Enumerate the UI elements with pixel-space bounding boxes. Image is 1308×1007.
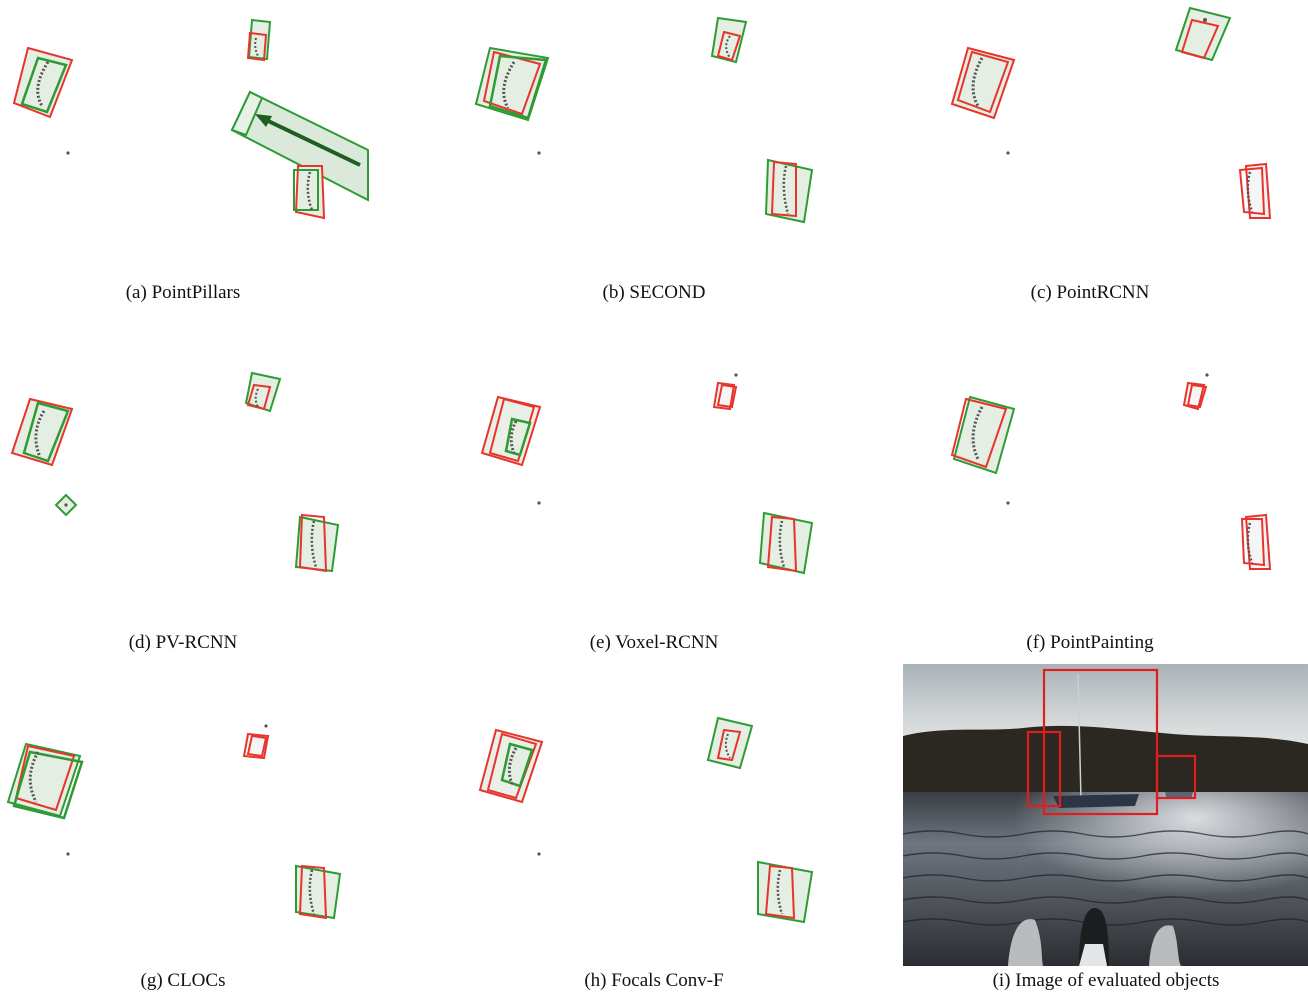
panel-f-pointpainting <box>872 355 1308 610</box>
caption-a: (a) PointPillars <box>125 282 241 303</box>
panel-a-pointpillars <box>0 0 370 255</box>
caption-e: (e) Voxel-RCNN <box>589 632 719 653</box>
panel-i-photo <box>903 664 1308 966</box>
panel-g-clocs <box>0 690 436 945</box>
caption-f: (f) PointPainting <box>1026 632 1154 653</box>
caption-i: (i) Image of evaluated objects <box>992 970 1220 991</box>
panel-e-voxel-rcnn <box>436 355 872 610</box>
caption-c: (c) PointRCNN <box>1030 282 1150 303</box>
panel-d-pv-rcnn <box>0 355 436 610</box>
caption-d: (d) PV-RCNN <box>128 632 238 653</box>
panel-b-second <box>436 0 872 255</box>
panel-c-pointrcnn <box>872 0 1308 255</box>
caption-h: (h) Focals Conv-F <box>584 970 724 991</box>
caption-g: (g) CLOCs <box>140 970 226 991</box>
panel-h-focals-conv-f <box>436 690 872 945</box>
caption-b: (b) SECOND <box>602 282 706 303</box>
